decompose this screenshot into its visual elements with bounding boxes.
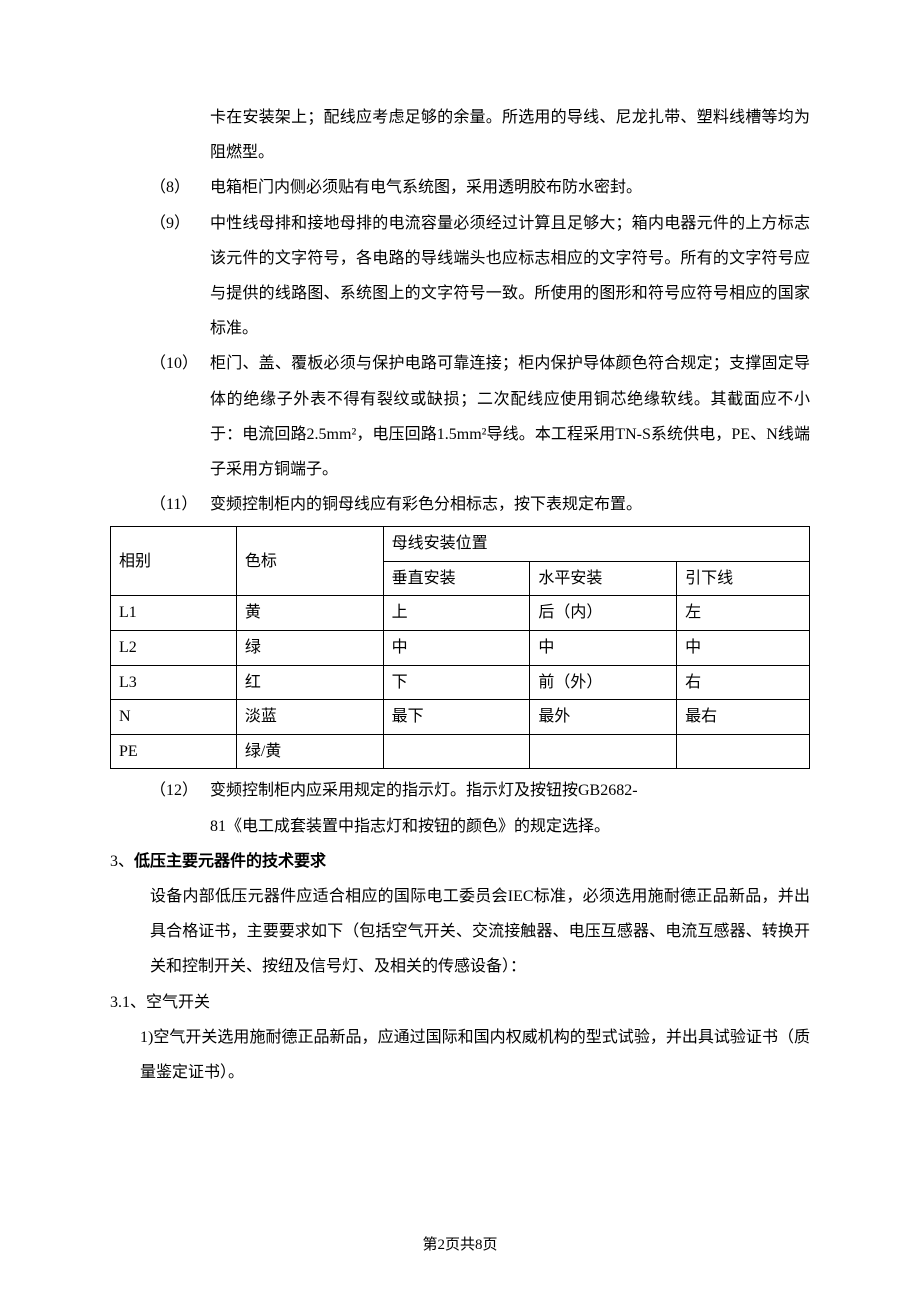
cell-horizontal <box>530 734 677 769</box>
section-3-1-body: 1)空气开关选用施耐德正品新品，应通过国际和国内权威机构的型式试验，并出具试验证… <box>110 1020 810 1090</box>
item-9-text: 中性线母排和接地母排的电流容量必须经过计算且足够大；箱内电器元件的上方标志该元件… <box>210 206 810 347</box>
cell-lead: 右 <box>677 665 810 700</box>
cell-vertical: 中 <box>383 631 530 666</box>
section-3-1-title: 空气开关 <box>146 994 210 1011</box>
th-horizontal: 水平安装 <box>530 561 677 596</box>
section-3-title: 低压主要元器件的技术要求 <box>134 853 326 870</box>
item-10-number: （10） <box>150 346 210 487</box>
item-12-number: （12） <box>150 773 210 808</box>
item-11-number: （11） <box>150 487 210 522</box>
item-9: （9） 中性线母排和接地母排的电流容量必须经过计算且足够大；箱内电器元件的上方标… <box>110 206 810 347</box>
item-8-text: 电箱柜门内侧必须贴有电气系统图，采用透明胶布防水密封。 <box>210 170 810 205</box>
cell-lead: 最右 <box>677 700 810 735</box>
cell-lead <box>677 734 810 769</box>
cell-vertical: 上 <box>383 596 530 631</box>
item-8: （8） 电箱柜门内侧必须贴有电气系统图，采用透明胶布防水密封。 <box>110 170 810 205</box>
cell-horizontal: 前（外） <box>530 665 677 700</box>
cell-horizontal: 后（内） <box>530 596 677 631</box>
th-lead: 引下线 <box>677 561 810 596</box>
item-12-text-b: 81《电工成套装置中指志灯和按钮的颜色》的规定选择。 <box>110 809 810 844</box>
item-11-text: 变频控制柜内的铜母线应有彩色分相标志，按下表规定布置。 <box>210 487 810 522</box>
cell-color: 绿/黄 <box>236 734 383 769</box>
cell-horizontal: 最外 <box>530 700 677 735</box>
item-9-number: （9） <box>150 206 210 347</box>
cell-vertical <box>383 734 530 769</box>
cell-lead: 左 <box>677 596 810 631</box>
cell-color: 绿 <box>236 631 383 666</box>
th-phase: 相别 <box>111 527 237 596</box>
cell-phase: L3 <box>111 665 237 700</box>
table-row: N 淡蓝 最下 最外 最右 <box>111 700 810 735</box>
item-12-text-a: 变频控制柜内应采用规定的指示灯。指示灯及按钮按GB2682- <box>210 773 810 808</box>
cell-color: 红 <box>236 665 383 700</box>
table-row: L2 绿 中 中 中 <box>111 631 810 666</box>
item-10-text: 柜门、盖、覆板必须与保护电路可靠连接；柜内保护导体颜色符合规定；支撑固定导体的绝… <box>210 346 810 487</box>
section-3-paragraph: 设备内部低压元器件应适合相应的国际电工委员会IEC标准，必须选用施耐德正品新品，… <box>110 879 810 985</box>
th-position: 母线安装位置 <box>383 527 809 562</box>
section-3-1-number: 3.1、 <box>110 994 146 1011</box>
section-3-1-heading: 3.1、空气开关 <box>110 985 810 1020</box>
phase-color-table: 相别 色标 母线安装位置 垂直安装 水平安装 引下线 L1 黄 上 后（内） 左… <box>110 526 810 769</box>
document-page: 卡在安装架上；配线应考虑足够的余量。所选用的导线、尼龙扎带、塑料线槽等均为阻燃型… <box>0 0 920 1302</box>
cell-vertical: 最下 <box>383 700 530 735</box>
section-3-number: 3、 <box>110 853 134 870</box>
section-3-heading: 3、低压主要元器件的技术要求 <box>110 844 810 879</box>
cell-vertical: 下 <box>383 665 530 700</box>
item-12: （12） 变频控制柜内应采用规定的指示灯。指示灯及按钮按GB2682- <box>110 773 810 808</box>
cell-color: 黄 <box>236 596 383 631</box>
table-header-row-1: 相别 色标 母线安装位置 <box>111 527 810 562</box>
item-10: （10） 柜门、盖、覆板必须与保护电路可靠连接；柜内保护导体颜色符合规定；支撑固… <box>110 346 810 487</box>
cell-phase: N <box>111 700 237 735</box>
cell-horizontal: 中 <box>530 631 677 666</box>
item-8-number: （8） <box>150 170 210 205</box>
table-row: L3 红 下 前（外） 右 <box>111 665 810 700</box>
cell-phase: L2 <box>111 631 237 666</box>
item-11: （11） 变频控制柜内的铜母线应有彩色分相标志，按下表规定布置。 <box>110 487 810 522</box>
cell-phase: PE <box>111 734 237 769</box>
th-vertical: 垂直安装 <box>383 561 530 596</box>
table-row: PE 绿/黄 <box>111 734 810 769</box>
th-color: 色标 <box>236 527 383 596</box>
cell-lead: 中 <box>677 631 810 666</box>
cell-color: 淡蓝 <box>236 700 383 735</box>
table-row: L1 黄 上 后（内） 左 <box>111 596 810 631</box>
page-footer: 第2页共8页 <box>0 1229 920 1262</box>
item-7-continuation: 卡在安装架上；配线应考虑足够的余量。所选用的导线、尼龙扎带、塑料线槽等均为阻燃型… <box>110 100 810 170</box>
cell-phase: L1 <box>111 596 237 631</box>
